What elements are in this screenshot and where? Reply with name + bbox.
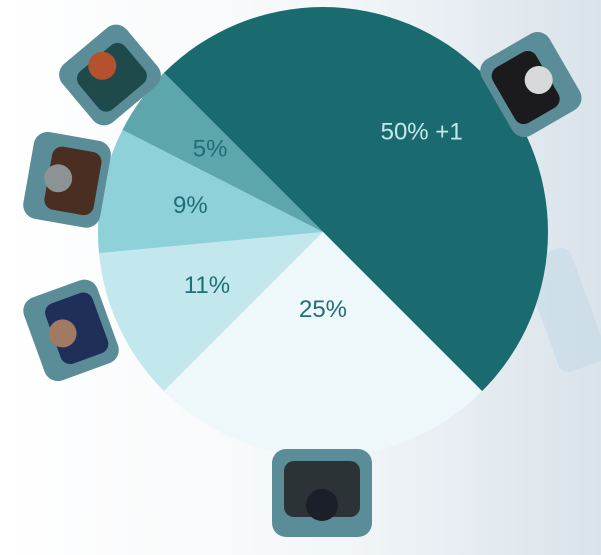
slice-label: 11% — [184, 272, 230, 299]
slice-label: 5% — [193, 135, 228, 162]
pie-slice — [122, 72, 323, 232]
slice-label: 50% +1 — [381, 119, 463, 146]
person — [23, 131, 111, 228]
pie-slice — [163, 232, 483, 457]
background-phone — [523, 247, 601, 373]
pie-slice — [97, 129, 323, 254]
slice-label: 25% — [299, 296, 347, 323]
pie-slice — [163, 6, 548, 392]
person — [59, 24, 161, 126]
person — [480, 32, 582, 137]
person — [23, 279, 119, 382]
pie: 50% +1 25% 11% 9% 5% — [97, 6, 548, 457]
person — [272, 449, 372, 537]
people — [23, 24, 582, 537]
slice-label: 9% — [173, 192, 208, 219]
pie-slice — [98, 232, 323, 392]
